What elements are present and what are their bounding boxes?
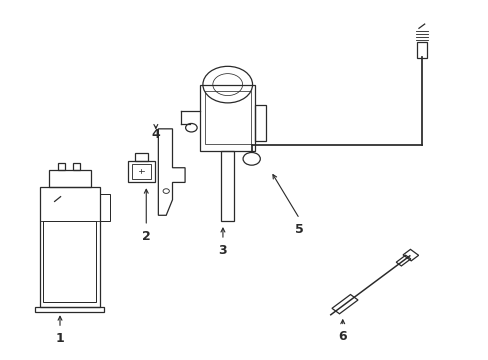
Bar <box>204 91 250 144</box>
Text: 3: 3 <box>218 244 227 257</box>
Bar <box>48 170 90 187</box>
Bar <box>58 163 65 170</box>
Bar <box>128 161 154 182</box>
Text: 2: 2 <box>142 230 150 243</box>
Bar <box>40 187 100 307</box>
Bar <box>132 163 150 179</box>
Bar <box>43 221 96 302</box>
Bar <box>200 85 255 151</box>
Bar <box>100 194 110 221</box>
Bar <box>35 307 104 312</box>
Text: 1: 1 <box>56 332 64 345</box>
Bar <box>135 153 148 161</box>
Text: 6: 6 <box>338 330 346 343</box>
Bar <box>402 249 418 261</box>
Bar <box>73 163 80 170</box>
Bar <box>221 151 234 221</box>
Bar <box>255 104 265 141</box>
Text: 5: 5 <box>295 223 304 236</box>
Bar <box>416 42 426 58</box>
Text: 4: 4 <box>151 128 160 141</box>
